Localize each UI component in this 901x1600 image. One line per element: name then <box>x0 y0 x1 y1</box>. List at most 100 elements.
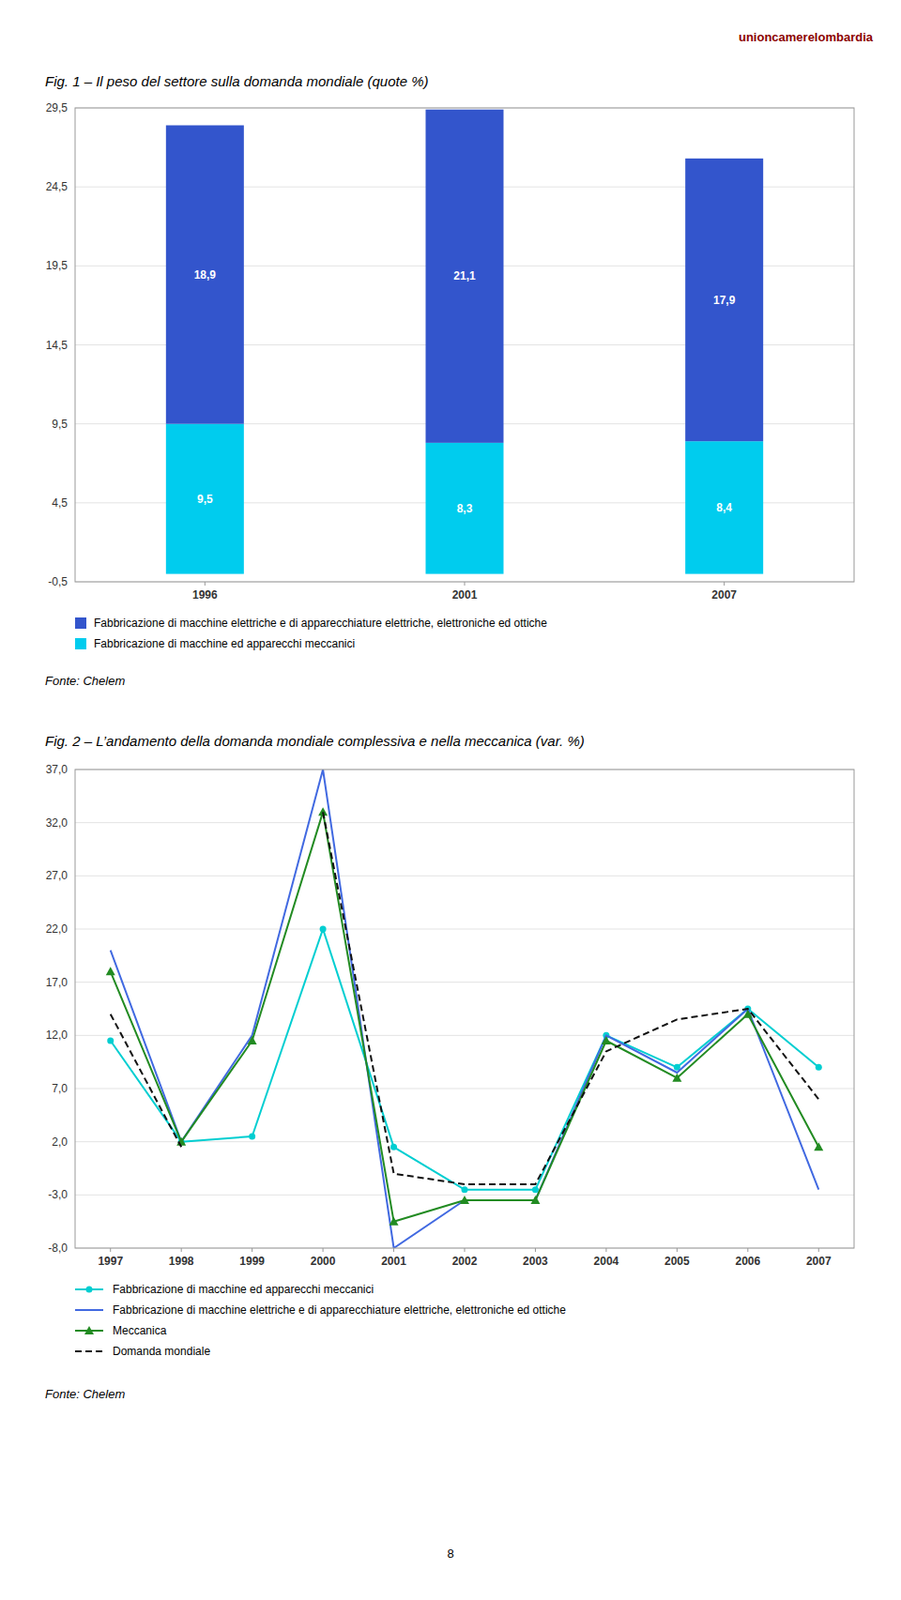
plot-frame <box>75 107 855 582</box>
x-tick <box>464 581 466 586</box>
chart-title: Fig. 2 – L’andamento della domanda mondi… <box>45 733 585 749</box>
legend-swatch <box>75 638 87 650</box>
y-tick-label: 37,0 <box>45 763 69 777</box>
background <box>0 0 901 1600</box>
x-tick-label: 2002 <box>452 1254 478 1268</box>
grid-line <box>75 875 855 877</box>
marker <box>106 1038 114 1045</box>
y-tick-label: 9,5 <box>51 417 68 431</box>
y-tick-label: 12,0 <box>45 1028 69 1042</box>
x-tick-label: 1999 <box>239 1254 265 1268</box>
line <box>110 929 820 1191</box>
y-tick-label: 19,5 <box>45 259 69 273</box>
grid-line <box>75 822 855 824</box>
data-label: 8,4 <box>716 501 733 515</box>
bar <box>166 125 245 425</box>
y-tick-label: 22,0 <box>45 922 69 936</box>
legend-entry: Fabbricazione di macchine ed apparecchi … <box>93 637 355 651</box>
marker <box>461 1186 469 1193</box>
data-label: 9,5 <box>197 492 214 506</box>
y-tick-label: -0,5 <box>47 575 68 589</box>
data-label: 21,1 <box>453 269 476 283</box>
legend-entry: Fabbricazione di macchine ed apparecchi … <box>112 1282 374 1297</box>
y-tick-label: -8,0 <box>47 1241 68 1255</box>
y-tick-label: 7,0 <box>51 1082 68 1096</box>
chart: Fig. 1 – Il peso del settore sulla doman… <box>45 30 874 688</box>
marker <box>815 1064 823 1071</box>
bar <box>685 441 764 574</box>
line <box>110 811 820 1185</box>
data-labels: 9,58,38,418,921,117,9 <box>194 268 736 516</box>
plot-frame <box>75 769 855 1249</box>
x-tick-label: 2003 <box>522 1254 549 1268</box>
data-group <box>166 109 764 575</box>
bar <box>685 158 764 442</box>
grid-line <box>75 981 855 983</box>
x-tick <box>393 1248 395 1253</box>
data-label: 18,9 <box>194 268 217 282</box>
marker <box>176 1137 186 1146</box>
chart: Fig. 2 – L’andamento della domanda mondi… <box>45 733 855 1561</box>
legend-line <box>75 1309 104 1312</box>
x-tick <box>251 1248 253 1253</box>
x-tick-label: 2001 <box>452 588 478 602</box>
source-note: Fonte: Chelem <box>45 1387 125 1402</box>
marker <box>106 966 116 976</box>
marker <box>389 1217 399 1226</box>
x-tick <box>109 1248 111 1253</box>
y-tick-label: 2,0 <box>51 1135 68 1149</box>
marker <box>247 1036 258 1045</box>
page-number: 8 <box>446 1546 454 1561</box>
legend-entry: Fabbricazione di macchine elettriche e d… <box>93 616 548 630</box>
x-tick <box>464 1248 466 1253</box>
logo-text: unioncamerelombardia <box>738 30 874 45</box>
x-tick <box>204 581 206 586</box>
x-tick-label: 2006 <box>734 1254 761 1268</box>
x-tick <box>605 1248 607 1253</box>
grid-line <box>75 1194 855 1196</box>
x-tick-label: 2007 <box>806 1254 832 1268</box>
y-tick-label: 17,0 <box>45 976 69 990</box>
marker <box>248 1133 256 1141</box>
bar <box>166 424 245 575</box>
line <box>110 811 820 1222</box>
x-tick <box>181 1248 183 1253</box>
x-tick-label: 2005 <box>664 1254 690 1268</box>
legend-entry: Fabbricazione di macchine elettriche e d… <box>112 1303 566 1317</box>
y-tick-label: 27,0 <box>45 869 69 883</box>
x-tick-label: 1997 <box>97 1254 123 1268</box>
legend-line <box>75 1350 104 1353</box>
x-tick-label: 1996 <box>192 588 218 602</box>
x-tick <box>322 1248 324 1253</box>
x-tick-label: 2000 <box>310 1254 336 1268</box>
y-tick-label: 4,5 <box>51 496 68 510</box>
data-group <box>106 769 825 1249</box>
bar <box>426 109 504 443</box>
x-tick-label: 1998 <box>168 1254 195 1268</box>
y-tick-label: 14,5 <box>45 338 69 352</box>
marker <box>532 1186 539 1193</box>
y-tick-label: -3,0 <box>47 1188 68 1202</box>
x-tick-label: 2004 <box>594 1254 620 1268</box>
x-tick <box>676 1248 678 1253</box>
marker <box>601 1036 611 1045</box>
y-tick-label: 24,5 <box>45 180 69 194</box>
x-tick-label: 2007 <box>711 588 737 602</box>
marker <box>530 1195 540 1205</box>
data-label: 17,9 <box>713 293 736 307</box>
grid-line <box>75 1088 855 1090</box>
marker <box>671 1073 682 1083</box>
legend-marker <box>84 1326 94 1335</box>
legend-entry: Meccanica <box>112 1324 168 1338</box>
bar <box>426 442 504 575</box>
legend-marker <box>86 1286 93 1294</box>
y-tick-label: 32,0 <box>45 816 69 830</box>
line <box>110 769 820 1249</box>
marker <box>320 926 327 933</box>
x-tick <box>534 1248 536 1253</box>
legend-entry: Domanda mondiale <box>112 1344 211 1359</box>
grid-line <box>75 929 855 931</box>
grid-line <box>75 1035 855 1037</box>
chart-title: Fig. 1 – Il peso del settore sulla doman… <box>45 73 429 90</box>
marker <box>459 1195 470 1205</box>
